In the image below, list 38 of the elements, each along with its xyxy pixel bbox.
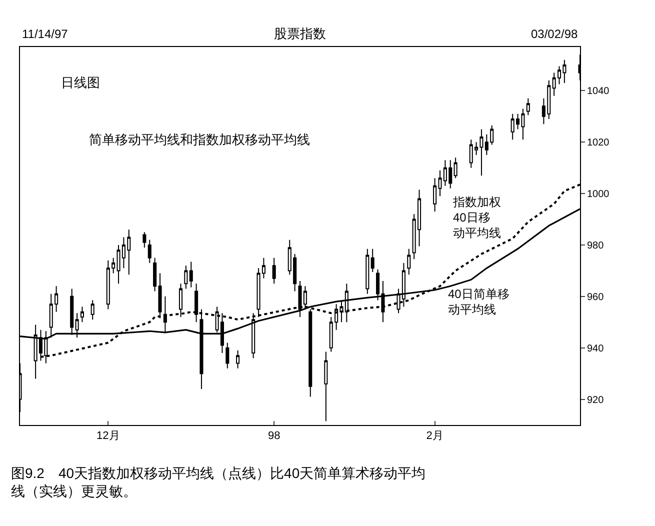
chart-title: 股票指数 [274, 26, 326, 41]
candlestick [308, 308, 312, 398]
series-label: 40日简单移动平均线 [448, 287, 510, 317]
y-tick-label: 960 [587, 292, 604, 303]
caption: 图9.2 40天指数加权移动平均线（点线）比40天简单算术移动平均线（实线）更灵敏。 [11, 465, 426, 500]
candlestick [226, 342, 230, 369]
y-tick-label: 980 [587, 240, 604, 252]
series-label: 指数加权40日移动平均线 [452, 195, 501, 240]
text: 03/02/98 [531, 27, 578, 41]
candlestick [407, 248, 411, 276]
candlestick [80, 306, 84, 323]
candlestick [194, 283, 198, 323]
x-tick-label: 98 [268, 430, 280, 442]
y-tick-label: 1020 [587, 138, 610, 149]
y-tick-label: 920 [587, 394, 604, 406]
annotation: 简单移动平均线和指数加权移动平均线 [89, 132, 310, 147]
candlestick [366, 248, 370, 294]
candlestick [148, 239, 152, 264]
candlestick [324, 351, 328, 422]
candlestick [454, 157, 458, 179]
candlestick [70, 288, 74, 336]
candlestick [90, 300, 94, 320]
candlestick [142, 232, 146, 248]
candlestick [163, 296, 167, 333]
candlestick [272, 257, 276, 284]
x-tick-label: 12月 [96, 430, 120, 442]
candlestick [189, 261, 193, 288]
x-tick-label: 2月 [426, 430, 444, 442]
candlestick [184, 265, 188, 290]
candlestick [178, 283, 183, 318]
candlestick [236, 350, 240, 369]
candlestick [526, 98, 530, 116]
text: 11/14/97 [22, 27, 68, 41]
y-tick-label: 940 [587, 343, 604, 354]
y-tick-label: 1040 [587, 86, 610, 98]
candlestick [370, 248, 374, 272]
annotation: 日线图 [61, 75, 100, 90]
y-tick-label: 1000 [587, 189, 610, 200]
